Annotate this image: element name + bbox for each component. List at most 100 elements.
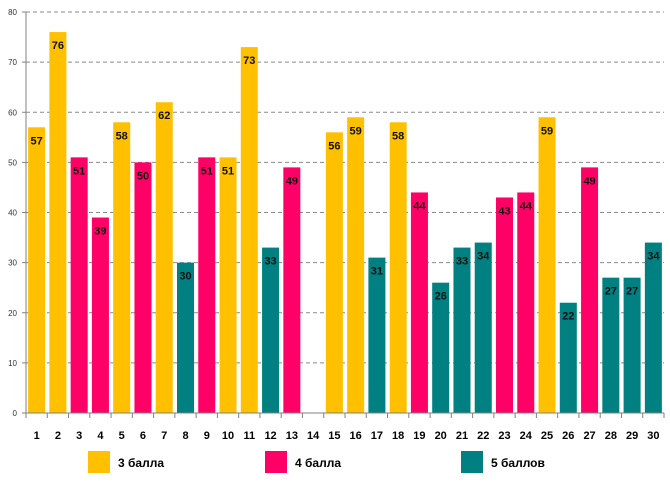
data-label: 62 bbox=[158, 110, 170, 122]
bar bbox=[325, 132, 343, 414]
bars bbox=[28, 32, 662, 414]
x-tick-label: 27 bbox=[583, 430, 595, 442]
y-tick-label: 30 bbox=[8, 259, 17, 268]
data-label: 59 bbox=[541, 125, 553, 137]
data-label: 26 bbox=[435, 291, 447, 303]
data-label: 51 bbox=[73, 165, 85, 177]
bar bbox=[453, 247, 471, 413]
bar bbox=[49, 32, 67, 414]
data-label: 76 bbox=[52, 40, 64, 52]
bar bbox=[474, 242, 492, 413]
x-tick-label: 6 bbox=[140, 430, 146, 442]
bar bbox=[347, 117, 365, 413]
data-label: 56 bbox=[328, 140, 340, 152]
data-labels: 57 76 51 39 58 50 62 30 51 51 73 33 49 56 59 31 58 44 26 33… bbox=[31, 40, 661, 323]
x-tick-label: 28 bbox=[605, 430, 617, 442]
data-label: 44 bbox=[413, 200, 426, 212]
bar bbox=[368, 257, 386, 413]
x-tick-label: 12 bbox=[264, 430, 276, 442]
legend-item: 4 балла bbox=[265, 451, 341, 473]
x-tick-label: 29 bbox=[626, 430, 638, 442]
x-tick-label: 13 bbox=[286, 430, 298, 442]
data-label: 58 bbox=[116, 130, 128, 142]
data-label: 39 bbox=[94, 226, 106, 238]
x-tick-label: 19 bbox=[413, 430, 425, 442]
data-label: 30 bbox=[179, 271, 191, 283]
y-tick-label: 80 bbox=[8, 8, 17, 17]
y-axis-ticks: 0 10 20 30 40 50 60 70 80 bbox=[8, 8, 26, 418]
gridlines bbox=[26, 11, 664, 364]
legend-swatch bbox=[461, 451, 483, 473]
y-tick-label: 10 bbox=[8, 359, 17, 368]
data-label: 49 bbox=[583, 175, 595, 187]
x-tick-label: 16 bbox=[350, 430, 362, 442]
bar bbox=[581, 167, 599, 413]
data-label: 27 bbox=[626, 286, 638, 298]
x-tick-label: 18 bbox=[392, 430, 404, 442]
legend-label: 3 балла bbox=[118, 456, 164, 470]
y-tick-label: 0 bbox=[13, 409, 18, 418]
bar bbox=[283, 167, 301, 413]
y-tick-label: 20 bbox=[8, 309, 17, 318]
x-tick-label: 1 bbox=[34, 430, 40, 442]
x-tick-label: 14 bbox=[307, 430, 320, 442]
bar bbox=[623, 277, 641, 413]
x-tick-label: 30 bbox=[647, 430, 659, 442]
y-tick-label: 60 bbox=[8, 108, 17, 117]
bar bbox=[538, 117, 556, 413]
bar bbox=[602, 277, 620, 413]
data-label: 59 bbox=[350, 125, 362, 137]
x-tick-label: 22 bbox=[477, 430, 489, 442]
bar bbox=[198, 157, 216, 413]
y-tick-label: 50 bbox=[8, 158, 17, 167]
bar bbox=[28, 127, 46, 413]
y-tick-label: 70 bbox=[8, 58, 17, 67]
x-tick-label: 25 bbox=[541, 430, 553, 442]
bar bbox=[113, 122, 131, 414]
bar bbox=[389, 122, 407, 414]
bar bbox=[644, 242, 662, 413]
bar bbox=[410, 192, 428, 413]
x-tick-label: 15 bbox=[328, 430, 340, 442]
bar bbox=[240, 47, 258, 414]
data-label: 51 bbox=[222, 165, 234, 177]
x-tick-label: 11 bbox=[243, 430, 255, 442]
bar bbox=[262, 247, 280, 413]
x-tick-label: 20 bbox=[435, 430, 447, 442]
legend-item: 5 баллов bbox=[461, 451, 545, 473]
bar bbox=[155, 102, 173, 413]
x-tick-label: 8 bbox=[182, 430, 188, 442]
data-label: 50 bbox=[137, 170, 149, 182]
x-axis-ticks: 1 2 3 4 5 6 7 8 9 10 11 12 13 14 15 16 17 18 19 20 21 22 23 24 2… bbox=[25, 413, 665, 442]
data-label: 34 bbox=[477, 251, 490, 263]
x-tick-label: 21 bbox=[456, 430, 468, 442]
x-tick-label: 10 bbox=[222, 430, 234, 442]
bar bbox=[495, 197, 514, 413]
legend-swatch bbox=[88, 451, 110, 473]
bar bbox=[219, 157, 237, 413]
legend-item: 3 балла bbox=[88, 451, 164, 473]
x-tick-label: 5 bbox=[119, 430, 125, 442]
y-tick-label: 40 bbox=[8, 209, 17, 218]
x-tick-label: 3 bbox=[76, 430, 82, 442]
x-tick-label: 4 bbox=[97, 430, 104, 442]
legend-swatch bbox=[265, 451, 287, 473]
data-label: 34 bbox=[647, 251, 660, 263]
bar bbox=[91, 217, 109, 413]
data-label: 57 bbox=[31, 135, 43, 147]
data-label: 73 bbox=[243, 55, 255, 67]
x-tick-label: 26 bbox=[562, 430, 574, 442]
bar bbox=[559, 302, 577, 413]
data-label: 51 bbox=[201, 165, 213, 177]
legend: 3 балла 4 балла 5 баллов bbox=[88, 451, 545, 473]
data-label: 27 bbox=[605, 286, 617, 298]
data-label: 58 bbox=[392, 130, 404, 142]
data-label: 43 bbox=[498, 205, 510, 217]
data-label: 49 bbox=[286, 175, 298, 187]
x-tick-label: 24 bbox=[520, 430, 533, 442]
x-tick-label: 9 bbox=[204, 430, 210, 442]
data-label: 33 bbox=[264, 256, 276, 268]
legend-label: 4 балла bbox=[295, 456, 341, 470]
data-label: 33 bbox=[456, 256, 468, 268]
